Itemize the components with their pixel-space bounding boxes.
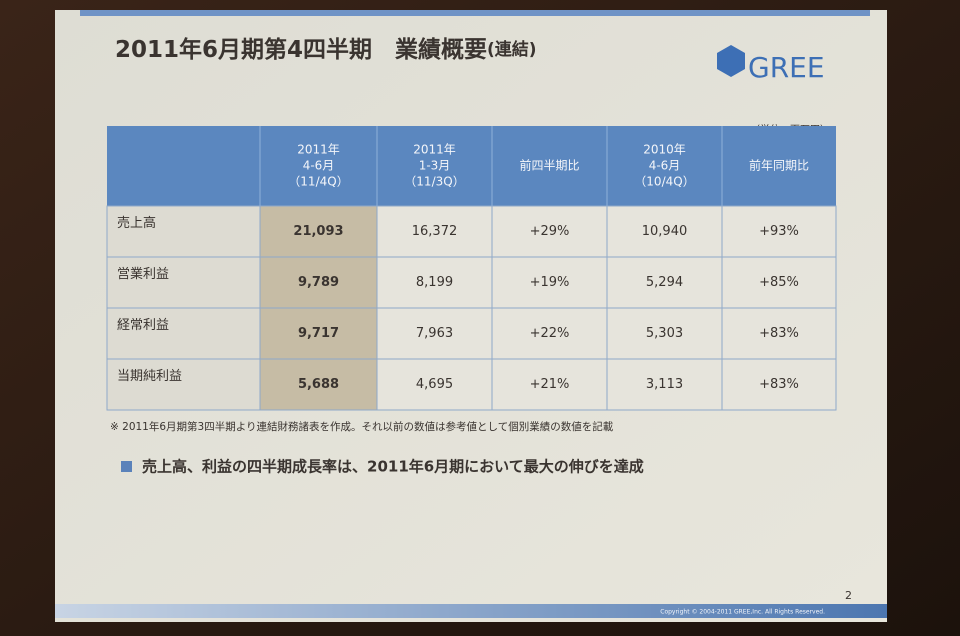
column-header: 前年同期比 [749, 158, 809, 173]
cell-value: +85% [759, 275, 799, 290]
row-label: 営業利益 [117, 266, 169, 282]
table-cell [491, 256, 608, 309]
cell-value: +29% [530, 224, 570, 239]
page-number: 2 [845, 589, 852, 602]
cell-value: 21,093 [293, 224, 343, 239]
cell-value: 7,963 [416, 326, 453, 341]
bullet-text: 売上高、利益の四半期成長率は、2011年6月期において最大の伸びを達成 [142, 458, 644, 476]
row-label: 経常利益 [117, 318, 169, 333]
bullet-marker [121, 461, 132, 472]
title-suffix: (連結) [487, 39, 537, 60]
cell-value: 5,688 [298, 377, 339, 392]
cell-value: 5,294 [646, 275, 683, 290]
column-header: 4-6月 [649, 159, 681, 173]
cell-value: +22% [530, 326, 570, 341]
table-cell [376, 358, 493, 411]
top-stripe [80, 10, 870, 16]
row-label: 売上高 [117, 215, 156, 231]
footnote: ※ 2011年6月期第3四半期より連結財務諸表を作成。それ以前の数値は参考値とし… [110, 420, 614, 433]
cell-value: 4,695 [416, 377, 453, 392]
copyright: Copyright © 2004-2011 GREE,Inc. All Righ… [660, 609, 825, 616]
cell-value: +93% [759, 224, 799, 239]
table-cell [606, 307, 723, 360]
cell-value: 10,940 [642, 224, 688, 239]
column-header: 1-3月 [419, 159, 451, 173]
column-header: （11/3Q） [404, 175, 464, 189]
column-header: 前四半期比 [519, 158, 579, 173]
column-header: 2011年 [413, 143, 456, 157]
cell-value: 3,113 [646, 377, 683, 392]
title-main: 2011年6月期第4四半期 業績概要 [115, 36, 487, 63]
table-cell [376, 307, 493, 360]
column-header: 4-6月 [303, 159, 335, 173]
cell-value: +21% [530, 377, 570, 392]
cell-value: +83% [759, 377, 799, 392]
table-cell [259, 256, 378, 309]
table-cell [721, 256, 837, 309]
table-cell [491, 358, 608, 411]
column-header: （11/4Q） [288, 175, 348, 189]
table-cell [259, 358, 378, 411]
table-cell [721, 307, 837, 360]
table-cell [491, 205, 608, 258]
footer-bar [55, 604, 887, 618]
table-cell [376, 205, 493, 258]
table: 2011年 4-6月 （11/4Q） 2011年 1-3月 （11/3Q） 前四半期比 201… [106, 126, 837, 411]
column-header: 2011年 [297, 143, 340, 157]
header-row [107, 126, 836, 206]
row-label-cell [106, 307, 261, 360]
cell-value: +83% [759, 326, 799, 341]
table-cell [606, 205, 723, 258]
row-label-cell [106, 358, 261, 411]
column-header: （10/4Q） [634, 175, 694, 189]
table-cell [606, 358, 723, 411]
row-label: 当期純利益 [117, 369, 182, 384]
column-header: 2010年 [643, 143, 686, 157]
cell-value: 5,303 [646, 326, 683, 341]
row-label-cell [106, 256, 261, 309]
row-label-cell [106, 205, 261, 258]
table-cell [721, 358, 837, 411]
slide-title: 2011年6月期第4四半期 業績概要(連結) [115, 36, 537, 63]
table-cell [721, 205, 837, 258]
cell-value: 16,372 [412, 224, 458, 239]
logo-mark [717, 45, 745, 77]
cell-value: 8,199 [416, 275, 453, 290]
cell-value: 9,789 [298, 275, 339, 290]
logo-text: GREE [748, 51, 825, 84]
cell-value: 9,717 [298, 326, 339, 341]
cell-value: +19% [530, 275, 570, 290]
